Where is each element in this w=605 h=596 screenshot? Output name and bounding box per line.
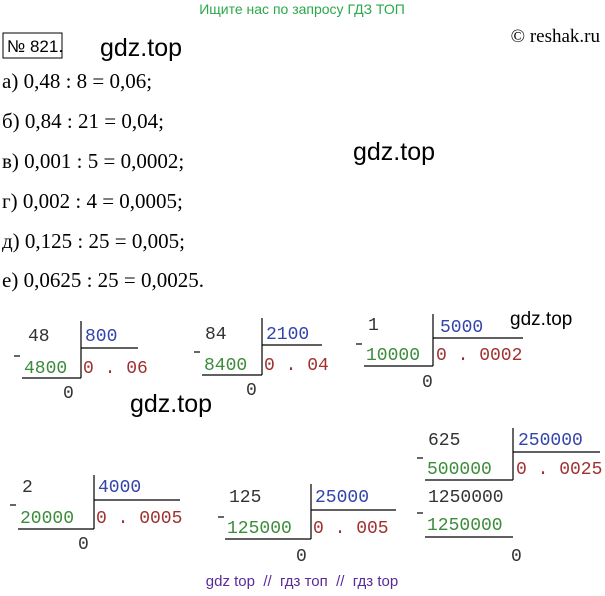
product: 1250000	[427, 516, 503, 536]
line: е) 0,0625 : 25 = 0,0025.	[2, 268, 204, 292]
long-division: 1 5000 10000 0 . 0002 0	[356, 314, 523, 393]
quotient: 0 . 06	[83, 359, 148, 379]
long-division: 2 4000 20000 0 . 0005 0	[10, 475, 182, 555]
solution-lines: а) 0,48 : 8 = 0,06; б) 0,84 : 21 = 0,04;…	[2, 69, 204, 292]
divisor: 5000	[440, 318, 483, 338]
quotient: 0 . 005	[313, 519, 389, 539]
quotient: 0 . 04	[264, 356, 329, 376]
remainder: 0	[296, 547, 307, 567]
footer: gdz top // гдз топ // гдз top	[206, 573, 398, 590]
product: 10000	[366, 346, 420, 366]
watermark: gdz.top	[130, 390, 212, 418]
product: 20000	[20, 509, 74, 529]
task-number: № 821.	[7, 37, 63, 56]
dividend: 1	[368, 316, 379, 336]
remainder: 0	[511, 547, 522, 567]
product: 8400	[204, 356, 247, 376]
product: 500000	[427, 460, 492, 480]
quotient: 0 . 0005	[96, 509, 182, 529]
long-division: 625 250000 500000 0 . 0025 1250000 12500…	[417, 428, 602, 567]
remainder: 0	[246, 381, 257, 401]
long-division: 84 2100 8400 0 . 04 0	[194, 318, 329, 401]
line: д) 0,125 : 25 = 0,005;	[2, 229, 185, 253]
dividend: 84	[205, 325, 227, 345]
divisor: 2100	[266, 325, 309, 345]
dividend: 2	[22, 478, 33, 498]
line: в) 0,001 : 5 = 0,0002;	[2, 149, 184, 173]
banner: Ищите нас по запросу ГДЗ ТОП	[199, 1, 405, 17]
line: б) 0,84 : 21 = 0,04;	[2, 109, 164, 133]
divisor: 800	[85, 327, 117, 347]
watermark: gdz.top	[100, 34, 182, 62]
dividend: 48	[28, 327, 50, 347]
divisor: 25000	[315, 488, 369, 508]
quotient: 0 . 0002	[436, 346, 522, 366]
line: г) 0,002 : 4 = 0,0005;	[2, 189, 183, 213]
long-division: 48 800 4800 0 . 06 0	[14, 321, 148, 404]
remainder: 0	[63, 384, 74, 404]
divisor: 4000	[98, 478, 141, 498]
site: © reshak.ru	[511, 26, 601, 47]
next-dividend: 1250000	[428, 488, 504, 508]
line: а) 0,48 : 8 = 0,06;	[2, 69, 152, 93]
remainder: 0	[78, 535, 89, 555]
remainder: 0	[422, 373, 433, 393]
divisor: 250000	[518, 431, 583, 451]
watermark: gdz.top	[510, 309, 572, 330]
product: 125000	[227, 519, 292, 539]
watermark: gdz.top	[353, 138, 435, 166]
long-division: 125 25000 125000 0 . 005 0	[218, 484, 396, 567]
dividend: 625	[428, 431, 460, 451]
dividend: 125	[229, 488, 261, 508]
number-box	[2, 32, 63, 59]
quotient: 0 . 0025	[516, 460, 602, 480]
product: 4800	[24, 359, 67, 379]
